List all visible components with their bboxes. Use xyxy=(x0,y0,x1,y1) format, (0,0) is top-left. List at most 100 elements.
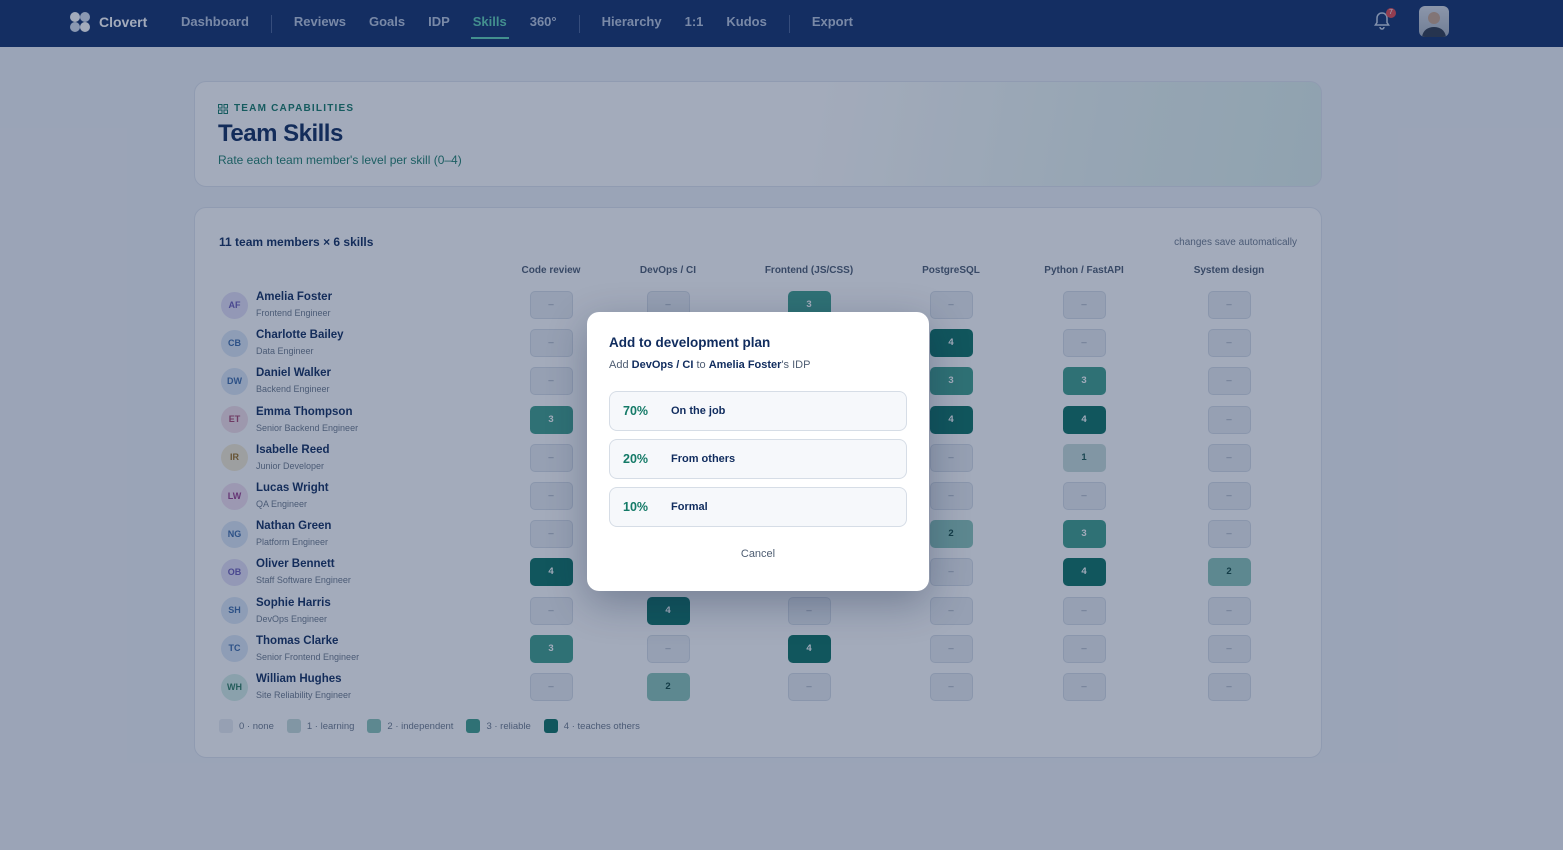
plan-option[interactable]: 20% From others xyxy=(609,439,907,479)
member-avatar: AF xyxy=(221,291,248,319)
skill-cell[interactable]: – xyxy=(1062,596,1106,625)
skill-cell[interactable]: 4 xyxy=(787,634,831,663)
legend-label: 3 · reliable xyxy=(486,720,531,732)
page-title: Team Skills xyxy=(218,120,343,147)
header-card: TEAM CAPABILITIES Team Skills Rate each … xyxy=(194,81,1322,187)
skill-cell[interactable]: – xyxy=(1062,482,1106,510)
nav-link[interactable]: Reviews xyxy=(293,14,346,29)
skill-cell[interactable]: – xyxy=(1207,596,1251,625)
skill-cell[interactable]: 2 xyxy=(929,520,973,549)
member-avatar: SH xyxy=(221,597,248,625)
skill-cell[interactable]: – xyxy=(529,673,573,701)
skill-cell[interactable]: 4 xyxy=(929,329,973,358)
skill-cell[interactable]: 2 xyxy=(1207,558,1251,587)
member-avatar: LW xyxy=(221,482,248,510)
legend-swatch xyxy=(286,719,301,733)
skill-cell[interactable]: 3 xyxy=(929,367,973,396)
skill-cell[interactable]: – xyxy=(646,634,690,663)
member-name: Emma Thompson xyxy=(256,405,353,418)
skill-cell[interactable]: 4 xyxy=(1062,405,1106,434)
skill-cell[interactable]: – xyxy=(529,291,573,319)
skill-cell[interactable]: 4 xyxy=(1062,558,1106,587)
skill-cell[interactable]: – xyxy=(1207,443,1251,472)
column-header: PostgreSQL xyxy=(922,265,980,276)
skill-cell[interactable]: – xyxy=(1207,673,1251,701)
skill-cell[interactable]: – xyxy=(1207,405,1251,434)
column-header: Frontend (JS/CSS) xyxy=(764,265,854,276)
member-name: Amelia Foster xyxy=(256,291,333,303)
skill-cell[interactable]: – xyxy=(929,443,973,472)
skill-name: DevOps / CI xyxy=(631,359,694,371)
nav-link[interactable]: IDP xyxy=(428,14,450,29)
member-role: Senior Frontend Engineer xyxy=(256,651,360,662)
skill-cell[interactable]: – xyxy=(529,520,573,549)
skill-cell[interactable]: – xyxy=(529,329,573,358)
skill-cell[interactable]: – xyxy=(929,291,973,319)
skill-cell[interactable]: – xyxy=(1207,291,1251,319)
skill-cell[interactable]: – xyxy=(1207,482,1251,510)
legend-swatch xyxy=(219,719,233,733)
skill-cell[interactable]: – xyxy=(529,443,573,472)
skill-cell[interactable]: 1 xyxy=(1062,443,1106,472)
nav-link[interactable]: Export xyxy=(811,14,854,29)
skill-cell[interactable]: – xyxy=(929,558,973,587)
nav-link[interactable]: 360° xyxy=(529,14,557,29)
brand[interactable]: Clovert xyxy=(68,10,147,34)
skill-cell[interactable]: – xyxy=(1062,634,1106,663)
skill-cell[interactable]: – xyxy=(929,596,973,625)
skill-cell[interactable]: – xyxy=(1062,329,1106,358)
nav-link[interactable]: 1:1 xyxy=(684,14,704,29)
member-avatar: IR xyxy=(221,444,248,472)
skill-cell[interactable]: – xyxy=(1207,520,1251,549)
skill-cell[interactable]: 3 xyxy=(1062,520,1106,549)
nav-link[interactable]: Goals xyxy=(368,14,406,29)
skill-cell[interactable]: – xyxy=(529,596,573,625)
column-header: System design xyxy=(1193,265,1265,276)
legend-swatch xyxy=(543,719,558,733)
member-name: Amelia Foster xyxy=(708,359,782,371)
nav-link[interactable]: Hierarchy xyxy=(601,14,662,29)
skill-cell[interactable]: – xyxy=(1062,673,1106,701)
skill-cell[interactable]: – xyxy=(1062,291,1106,319)
option-label: From others xyxy=(671,453,736,465)
grid-icon xyxy=(218,103,228,114)
skill-cell[interactable]: – xyxy=(929,634,973,663)
skill-cell[interactable]: 4 xyxy=(529,558,573,587)
member-role: Site Reliability Engineer xyxy=(256,690,352,700)
nav-group: Hierarchy 1:1 Kudos xyxy=(602,0,767,47)
skill-cell[interactable]: 3 xyxy=(1062,367,1106,396)
skill-cell[interactable]: – xyxy=(929,673,973,701)
option-percent: 20% xyxy=(623,452,649,466)
nav-link[interactable]: Dashboard xyxy=(181,14,249,29)
skill-cell[interactable]: – xyxy=(1207,634,1251,663)
skill-cell[interactable]: 3 xyxy=(529,405,573,434)
skill-cell[interactable]: 4 xyxy=(646,596,690,625)
top-nav: Clovert Dashboard Reviews Goals IDP Skills 36… xyxy=(0,0,1563,47)
nav-separator xyxy=(270,14,272,33)
skill-cell[interactable]: 3 xyxy=(529,634,573,663)
cancel-button[interactable]: Cancel xyxy=(740,548,776,560)
member-name: Isabelle Reed xyxy=(256,443,330,456)
plan-option[interactable]: 10% Formal xyxy=(609,487,907,527)
member-name: Lucas Wright xyxy=(256,482,329,494)
user-avatar[interactable] xyxy=(1419,6,1449,37)
column-header: DevOps / CI xyxy=(639,265,697,276)
member-role: Frontend Engineer xyxy=(256,308,331,318)
skill-cell[interactable]: – xyxy=(1207,329,1251,358)
skill-cell[interactable]: – xyxy=(787,673,831,701)
nav-link[interactable]: Skills xyxy=(470,0,509,47)
skill-cell[interactable]: – xyxy=(529,367,573,396)
plan-option[interactable]: 70% On the job xyxy=(609,391,907,431)
autosave-note: changes save automatically xyxy=(1174,237,1297,248)
skill-cell[interactable]: – xyxy=(529,482,573,510)
skill-cell[interactable]: – xyxy=(1207,367,1251,396)
skill-cell[interactable]: – xyxy=(787,596,831,625)
nav-link[interactable]: Kudos xyxy=(726,14,767,29)
skill-cell[interactable]: 2 xyxy=(646,673,690,701)
skill-cell[interactable]: 4 xyxy=(929,405,973,434)
notifications[interactable] xyxy=(1374,12,1390,30)
member-role: Data Engineer xyxy=(256,346,314,357)
skill-cell[interactable]: – xyxy=(929,482,973,510)
legend-item: 3 · reliable xyxy=(466,719,531,733)
